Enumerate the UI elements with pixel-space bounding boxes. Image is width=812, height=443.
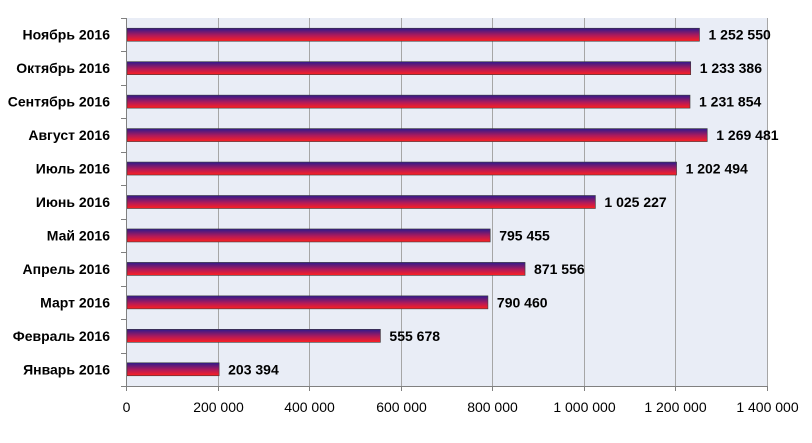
bar — [126, 61, 692, 75]
category-label: Май 2016 — [47, 227, 110, 243]
x-tick-label: 600 000 — [376, 399, 427, 415]
data-label: 871 556 — [534, 261, 585, 277]
x-tick-label: 1 200 000 — [644, 399, 706, 415]
category-label: Июнь 2016 — [36, 194, 110, 210]
data-label: 1 025 227 — [604, 194, 666, 210]
category-label: Октябрь 2016 — [16, 60, 110, 76]
bar — [126, 94, 691, 109]
data-label: 1 231 854 — [699, 94, 761, 110]
data-label: 795 455 — [499, 227, 550, 243]
data-label: 1 202 494 — [686, 161, 748, 177]
data-label: 1 252 550 — [708, 27, 770, 43]
bar — [126, 195, 596, 209]
category-label: Март 2016 — [40, 294, 110, 310]
axes — [121, 18, 768, 391]
bar — [126, 329, 381, 343]
x-tick-label: 1 400 000 — [736, 399, 798, 415]
bar — [126, 128, 708, 142]
bar — [126, 362, 220, 377]
bar — [126, 228, 491, 243]
data-label: 203 394 — [228, 361, 279, 377]
x-tick-label: 800 000 — [467, 399, 518, 415]
data-label: 1 233 386 — [700, 60, 762, 76]
bar — [126, 295, 489, 310]
category-label: Февраль 2016 — [13, 328, 110, 344]
data-label: 555 678 — [389, 328, 440, 344]
x-tick-label: 1 000 000 — [553, 399, 615, 415]
x-tick-label: 0 — [123, 399, 131, 415]
labels: 0 200 000 400 000 600 000 800 000 1 000 000 1 … — [8, 27, 799, 415]
x-tick-label: 400 000 — [284, 399, 335, 415]
category-label: Апрель 2016 — [23, 261, 111, 277]
x-tick-label: 200 000 — [193, 399, 244, 415]
bar — [126, 161, 677, 176]
category-label: Январь 2016 — [23, 361, 110, 377]
data-label: 1 269 481 — [716, 127, 778, 143]
data-label: 790 460 — [497, 294, 548, 310]
category-label: Сентябрь 2016 — [8, 94, 110, 110]
category-label: Июль 2016 — [36, 161, 110, 177]
category-label: Ноябрь 2016 — [23, 27, 111, 43]
category-label: Август 2016 — [28, 127, 110, 143]
bar — [126, 27, 700, 42]
bars — [126, 27, 708, 377]
bar — [126, 262, 526, 276]
